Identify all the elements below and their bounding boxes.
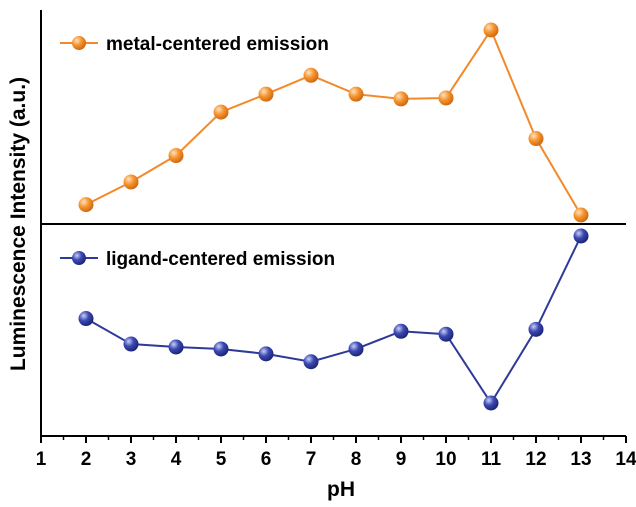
x-tick-label-10: 10	[435, 449, 456, 470]
metal-point-ph-7	[303, 67, 319, 83]
x-axis-ticks	[40, 436, 627, 443]
x-tick-label-5: 5	[216, 449, 227, 470]
ligand-point-ph-6	[258, 346, 274, 362]
ligand-point-ph-3	[123, 336, 139, 352]
x-tick-label-12: 12	[525, 449, 546, 470]
legend-metal-label: metal-centered emission	[106, 34, 329, 55]
x-axis-tick-labels: 1 2 3 4 5 6 7 8 9 10 11 12 13 14	[36, 449, 636, 470]
legend-ligand-marker	[72, 251, 86, 265]
metal-point-ph-2	[78, 197, 94, 213]
ligand-point-ph-7	[303, 354, 319, 370]
ligand-point-ph-11	[483, 395, 499, 411]
x-tick-label-2: 2	[81, 449, 92, 470]
metal-centered-series	[78, 22, 589, 223]
ligand-point-ph-12	[528, 321, 544, 337]
x-tick-label-3: 3	[126, 449, 137, 470]
x-tick-label-4: 4	[171, 449, 182, 470]
x-axis-title: pH	[327, 478, 355, 501]
metal-point-ph-4	[168, 148, 184, 164]
metal-point-ph-6	[258, 86, 274, 102]
legend-metal-marker	[72, 36, 86, 50]
y-axis-title: Luminescence Intensity (a.u.)	[7, 77, 30, 371]
metal-point-ph-9	[393, 91, 409, 107]
legend-ligand-label: ligand-centered emission	[106, 249, 335, 270]
ligand-point-ph-2	[78, 311, 94, 327]
ligand-point-ph-10	[438, 326, 454, 342]
ligand-point-ph-4	[168, 339, 184, 355]
metal-point-ph-13	[573, 207, 589, 223]
ligand-point-ph-13	[573, 228, 589, 244]
metal-series-line	[85, 27, 582, 216]
ligand-point-ph-9	[393, 323, 409, 339]
x-tick-label-7: 7	[306, 449, 317, 470]
x-tick-label-11: 11	[481, 449, 502, 470]
metal-point-ph-8	[348, 86, 364, 102]
ligand-series-line	[85, 235, 582, 405]
metal-point-ph-3	[123, 174, 139, 190]
x-tick-label-1: 1	[36, 449, 47, 470]
ligand-point-ph-5	[213, 341, 229, 357]
legend-ligand-centered: ligand-centered emission	[60, 249, 335, 270]
x-tick-label-8: 8	[351, 449, 362, 470]
metal-point-ph-12	[528, 131, 544, 147]
x-tick-label-14: 14	[615, 449, 636, 470]
legend-metal-centered: metal-centered emission	[60, 34, 329, 55]
ligand-centered-series	[78, 228, 589, 411]
ligand-point-ph-8	[348, 341, 364, 357]
x-tick-label-9: 9	[396, 449, 407, 470]
x-tick-label-6: 6	[261, 449, 272, 470]
metal-point-ph-5	[213, 104, 229, 120]
x-tick-label-13: 13	[570, 449, 591, 470]
metal-point-ph-10	[438, 90, 454, 106]
metal-point-ph-11	[483, 22, 499, 38]
